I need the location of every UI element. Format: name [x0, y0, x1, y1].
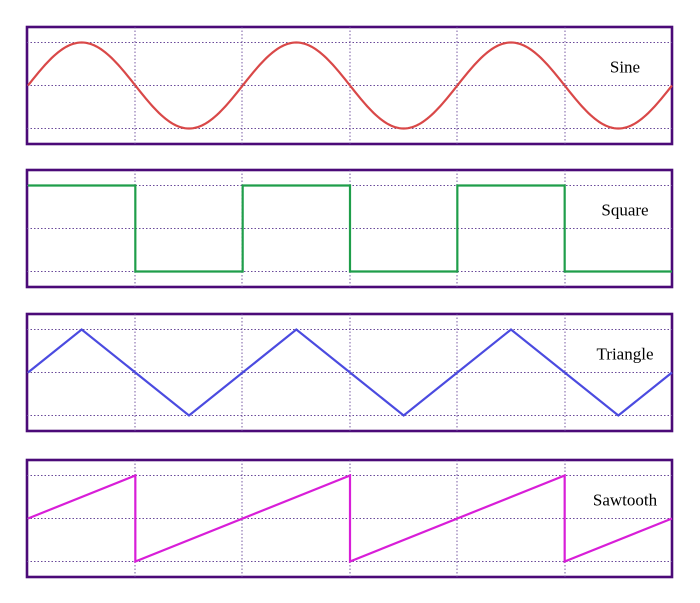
triangle-label: Triangle — [597, 345, 654, 364]
sine-panel: Sine — [25, 25, 674, 146]
triangle-panel: Triangle — [25, 312, 674, 433]
sawtooth-panel: Sawtooth — [25, 458, 674, 579]
sine-wave-line — [27, 41, 673, 130]
sawtooth-wave-line — [27, 473, 673, 564]
square-wave-line — [28, 184, 672, 273]
sine-label: Sine — [610, 58, 640, 77]
triangle-wave-line — [27, 328, 673, 417]
square-panel: Square — [25, 168, 674, 289]
square-label: Square — [601, 201, 648, 220]
sawtooth-label: Sawtooth — [593, 491, 658, 510]
